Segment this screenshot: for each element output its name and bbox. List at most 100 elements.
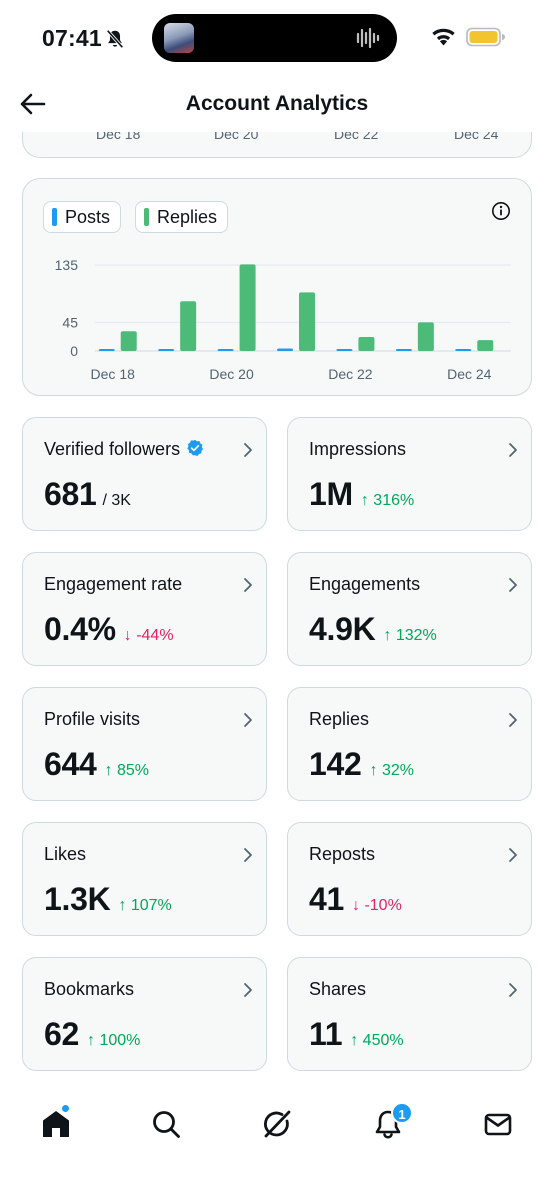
metric-label: Likes [44, 844, 86, 865]
metric-change: ↑ 100% [87, 1032, 141, 1049]
metric-value: 11 ↑ 450% [309, 1016, 404, 1053]
metric-label-text: Reposts [309, 844, 376, 864]
metric-card[interactable]: Impressions 1M ↑ 316% [287, 417, 532, 531]
metric-label-text: Shares [309, 979, 367, 999]
metric-value-text: 1M [309, 476, 353, 512]
metric-change: ↓ -44% [123, 627, 174, 644]
verified-badge-icon [187, 439, 204, 457]
info-icon[interactable] [491, 201, 511, 221]
metric-value-text: 62 [44, 1016, 79, 1052]
y-tick-label: 135 [55, 257, 79, 273]
metric-value: 1M ↑ 316% [309, 476, 414, 513]
metric-label-text: Engagements [309, 574, 421, 594]
metric-value: 41 ↓ -10% [309, 881, 402, 918]
metric-card[interactable]: Replies 142 ↑ 32% [287, 687, 532, 801]
x-tick-label: Dec 22 [328, 366, 373, 382]
replies-bar[interactable] [417, 322, 434, 351]
posts-bar[interactable] [277, 348, 293, 351]
metric-change: ↑ 450% [350, 1032, 404, 1049]
grok-icon[interactable] [261, 1108, 293, 1140]
arrow-left-icon[interactable] [18, 90, 46, 118]
metric-label-text: Likes [44, 844, 87, 864]
metric-label: Engagements [309, 574, 420, 595]
metric-change: ↓ -10% [352, 897, 402, 914]
posts-bar[interactable] [158, 349, 175, 351]
metric-change: ↑ 316% [360, 492, 415, 509]
metric-card[interactable]: Likes 1.3K ↑ 107% [22, 822, 267, 936]
metric-card[interactable]: Shares 11 ↑ 450% [287, 957, 532, 1071]
messages-icon[interactable] [482, 1108, 514, 1140]
metric-change: ↑ 107% [118, 897, 172, 914]
posts-bar[interactable] [217, 349, 234, 351]
metric-label: Bookmarks [44, 979, 134, 1000]
metric-card[interactable]: Reposts 41 ↓ -10% [287, 822, 532, 936]
y-tick-label: 45 [62, 314, 78, 330]
chevron-right-icon [244, 983, 252, 997]
metric-change: ↑ 32% [369, 762, 414, 779]
home-unread-dot [61, 1104, 70, 1113]
posts-bar[interactable] [98, 349, 115, 351]
chevron-right-icon [509, 983, 517, 997]
page-title: Account Analytics [185, 92, 369, 115]
wifi-icon [432, 28, 455, 46]
posts-bar[interactable] [455, 349, 472, 351]
legend-replies-label: Replies [157, 206, 218, 227]
metric-value: 4.9K ↑ 132% [309, 611, 437, 648]
replies-bar[interactable] [358, 336, 375, 351]
replies-bar[interactable] [239, 264, 256, 351]
metric-card[interactable]: Verified followers 681 / 3K [22, 417, 267, 531]
metric-value-text: 41 [309, 881, 344, 917]
metric-card[interactable]: Engagement rate 0.4% ↓ -44% [22, 552, 267, 666]
replies-bar[interactable] [120, 331, 137, 351]
metric-change: ↑ 85% [104, 762, 149, 779]
metric-label-text: Impressions [309, 439, 407, 459]
chevron-right-icon [244, 443, 252, 457]
x-tick-label: Dec 20 [209, 366, 254, 382]
metric-value: 62 ↑ 100% [44, 1016, 140, 1053]
metric-label: Engagement rate [44, 574, 182, 595]
legend-replies[interactable]: Replies [135, 201, 229, 233]
notifications-badge: 1 [391, 1102, 413, 1124]
chevron-right-icon [509, 443, 517, 457]
metric-label: Impressions [309, 439, 406, 460]
metric-change: ↑ 132% [383, 627, 437, 644]
metric-label: Profile visits [44, 709, 140, 730]
replies-bar[interactable] [180, 301, 197, 351]
replies-bar[interactable] [299, 292, 315, 351]
metric-card[interactable]: Profile visits 644 ↑ 85% [22, 687, 267, 801]
metric-value-text: 681 [44, 476, 97, 512]
metric-value-text: 644 [44, 746, 97, 782]
legend-posts-label: Posts [65, 206, 111, 227]
metric-value-text: 0.4% [44, 611, 116, 647]
dynamic-island[interactable] [152, 14, 397, 62]
posts-bar[interactable] [395, 349, 412, 351]
chevron-right-icon [509, 578, 517, 592]
chevron-right-icon [244, 578, 252, 592]
metric-value-text: 142 [309, 746, 362, 782]
home-icon[interactable] [40, 1108, 72, 1140]
bell-off-icon [106, 29, 124, 49]
metric-value: 1.3K ↑ 107% [44, 881, 172, 918]
metric-sub-value: / 3K [102, 492, 131, 509]
metric-value: 142 ↑ 32% [309, 746, 414, 783]
audio-wave-icon [356, 27, 380, 49]
battery-icon [466, 27, 505, 47]
bar-chart: 0 45 135 Dec 18 Dec 20 Dec 22 Dec 24 [55, 257, 511, 382]
replies-bar[interactable] [477, 340, 494, 351]
metric-label: Reposts [309, 844, 375, 865]
y-tick-label: 0 [70, 343, 78, 359]
metric-label-text: Replies [309, 709, 370, 729]
metric-label-text: Verified followers [44, 439, 181, 459]
metric-card[interactable]: Bookmarks 62 ↑ 100% [22, 957, 267, 1071]
replies-swatch [144, 208, 149, 226]
bottom-nav [0, 1090, 554, 1200]
legend-posts[interactable]: Posts [43, 201, 122, 233]
search-icon[interactable] [150, 1108, 182, 1140]
metric-value: 644 ↑ 85% [44, 746, 149, 783]
media-thumbnail [164, 23, 194, 53]
posts-bar[interactable] [336, 349, 353, 351]
metric-card[interactable]: Engagements 4.9K ↑ 132% [287, 552, 532, 666]
chevron-right-icon [509, 848, 517, 862]
metric-label: Verified followers [44, 439, 204, 460]
x-tick-label: Dec 24 [447, 366, 492, 382]
